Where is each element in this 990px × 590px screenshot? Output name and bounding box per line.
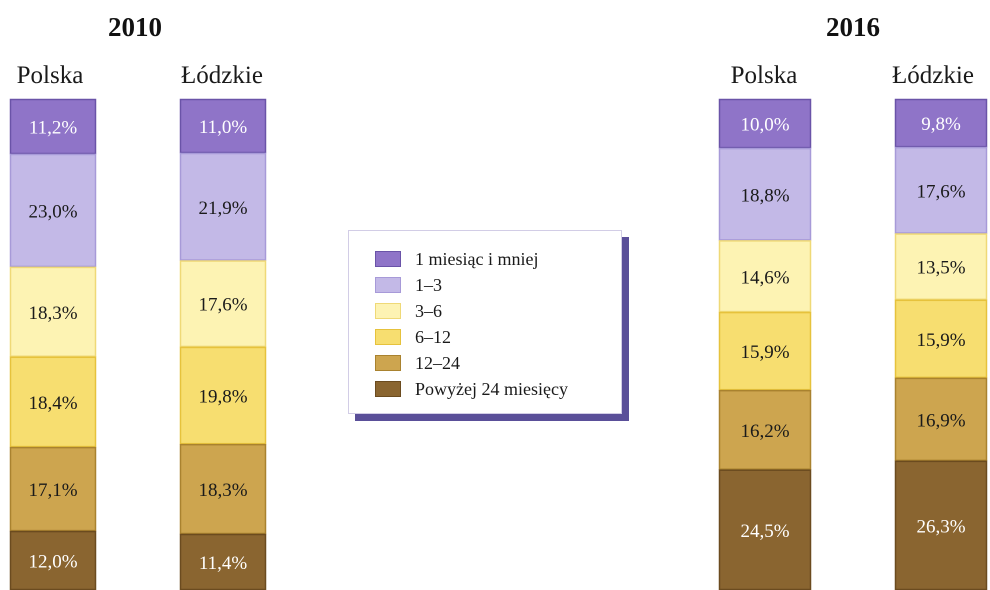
legend-label: 12–24 <box>415 352 460 373</box>
data-label-2010-lodzkie-6: 11,4% <box>199 553 248 574</box>
data-label-2010-polska-6: 12,0% <box>28 552 77 573</box>
data-label-2010-polska-2: 23,0% <box>28 201 77 222</box>
data-label-2016-lodzkie-2: 17,6% <box>916 181 965 202</box>
data-label-2016-polska-2: 18,8% <box>740 185 789 206</box>
bar-segment-2016-polska-6 <box>718 469 812 590</box>
bar-segment-2016-lodzkie-5 <box>894 377 988 462</box>
legend-item-1-3: 1–3 <box>375 273 442 297</box>
bar-segment-2016-lodzkie-2 <box>894 146 988 234</box>
data-label-2016-lodzkie-4: 15,9% <box>916 330 965 351</box>
bar-segment-2010-polska-4 <box>9 356 97 448</box>
column-label-2016-polska: Polska <box>730 62 798 89</box>
legend-swatch <box>375 303 401 319</box>
bar-segment-2016-polska-3 <box>718 240 812 313</box>
column-label-2010-polska: Polska <box>16 62 84 89</box>
legend-item-12-24: 12–24 <box>375 351 460 375</box>
bar-segment-2010-polska-2 <box>9 153 97 268</box>
bar-segment-2010-lodzkie-5 <box>179 443 267 535</box>
legend-swatch <box>375 355 401 371</box>
data-label-2016-polska-3: 14,6% <box>740 267 789 288</box>
data-label-2016-polska-6: 24,5% <box>740 521 789 542</box>
bar-segment-2010-lodzkie-1 <box>179 98 267 154</box>
legend-label: 1 miesiąc i mniej <box>415 248 539 269</box>
legend-item-over-24: Powyżej 24 miesięcy <box>375 377 568 401</box>
data-label-2016-lodzkie-3: 13,5% <box>916 258 965 279</box>
data-label-2010-lodzkie-4: 19,8% <box>198 387 247 408</box>
data-label-2016-lodzkie-1: 9,8% <box>921 114 961 135</box>
legend-swatch <box>375 329 401 345</box>
data-label-2016-lodzkie-6: 26,3% <box>916 516 965 537</box>
group-title-2010: 2010 <box>108 12 162 42</box>
bar-segment-2010-lodzkie-4 <box>179 346 267 445</box>
data-label-2016-polska-5: 16,2% <box>740 421 789 442</box>
data-label-2010-lodzkie-2: 21,9% <box>198 198 247 219</box>
legend-label: 3–6 <box>415 300 442 321</box>
group-title-2016: 2016 <box>826 12 880 42</box>
bar-segment-2010-polska-5 <box>9 446 97 532</box>
data-label-2010-polska-5: 17,1% <box>28 480 77 501</box>
data-label-2016-lodzkie-5: 16,9% <box>916 410 965 431</box>
bar-segment-2010-polska-1 <box>9 98 97 155</box>
data-label-2016-polska-1: 10,0% <box>740 115 789 136</box>
bar-segment-2016-lodzkie-4 <box>894 299 988 379</box>
data-label-2010-polska-1: 11,2% <box>29 117 78 138</box>
legend-item-6-12: 6–12 <box>375 325 451 349</box>
legend: 1 miesiąc i mniej 1–3 3–6 6–12 12–24 Pow… <box>348 230 622 414</box>
legend-item-1-month: 1 miesiąc i mniej <box>375 247 538 271</box>
bar-segment-2010-polska-3 <box>9 266 97 358</box>
data-label-2010-lodzkie-3: 17,6% <box>198 295 247 316</box>
column-label-2016-lodzkie: Łódzkie <box>892 62 974 89</box>
legend-label: 6–12 <box>415 326 451 347</box>
data-label-2010-lodzkie-5: 18,3% <box>198 480 247 501</box>
bar-segment-2016-lodzkie-1 <box>894 98 988 148</box>
data-label-2016-polska-4: 15,9% <box>740 342 789 363</box>
legend-item-3-6: 3–6 <box>375 299 442 323</box>
bar-segment-2016-polska-1 <box>718 98 812 149</box>
column-label-2010-lodzkie: Łódzkie <box>181 62 263 89</box>
legend-label: Powyżej 24 miesięcy <box>415 378 568 399</box>
legend-label: 1–3 <box>415 274 442 295</box>
bar-segment-2010-lodzkie-3 <box>179 260 267 348</box>
data-label-2010-polska-3: 18,3% <box>28 303 77 324</box>
data-label-2010-lodzkie-1: 11,0% <box>199 117 248 138</box>
bar-segment-2016-polska-2 <box>718 147 812 241</box>
legend-swatch <box>375 381 401 397</box>
legend-swatch <box>375 251 401 267</box>
bar-segment-2010-polska-6 <box>9 530 97 590</box>
bar-segment-2010-lodzkie-2 <box>179 152 267 261</box>
bar-segment-2016-polska-5 <box>718 389 812 470</box>
data-label-2010-polska-4: 18,4% <box>28 393 77 414</box>
legend-swatch <box>375 277 401 293</box>
bar-segment-2016-lodzkie-3 <box>894 233 988 301</box>
bar-segment-2016-polska-4 <box>718 311 812 391</box>
